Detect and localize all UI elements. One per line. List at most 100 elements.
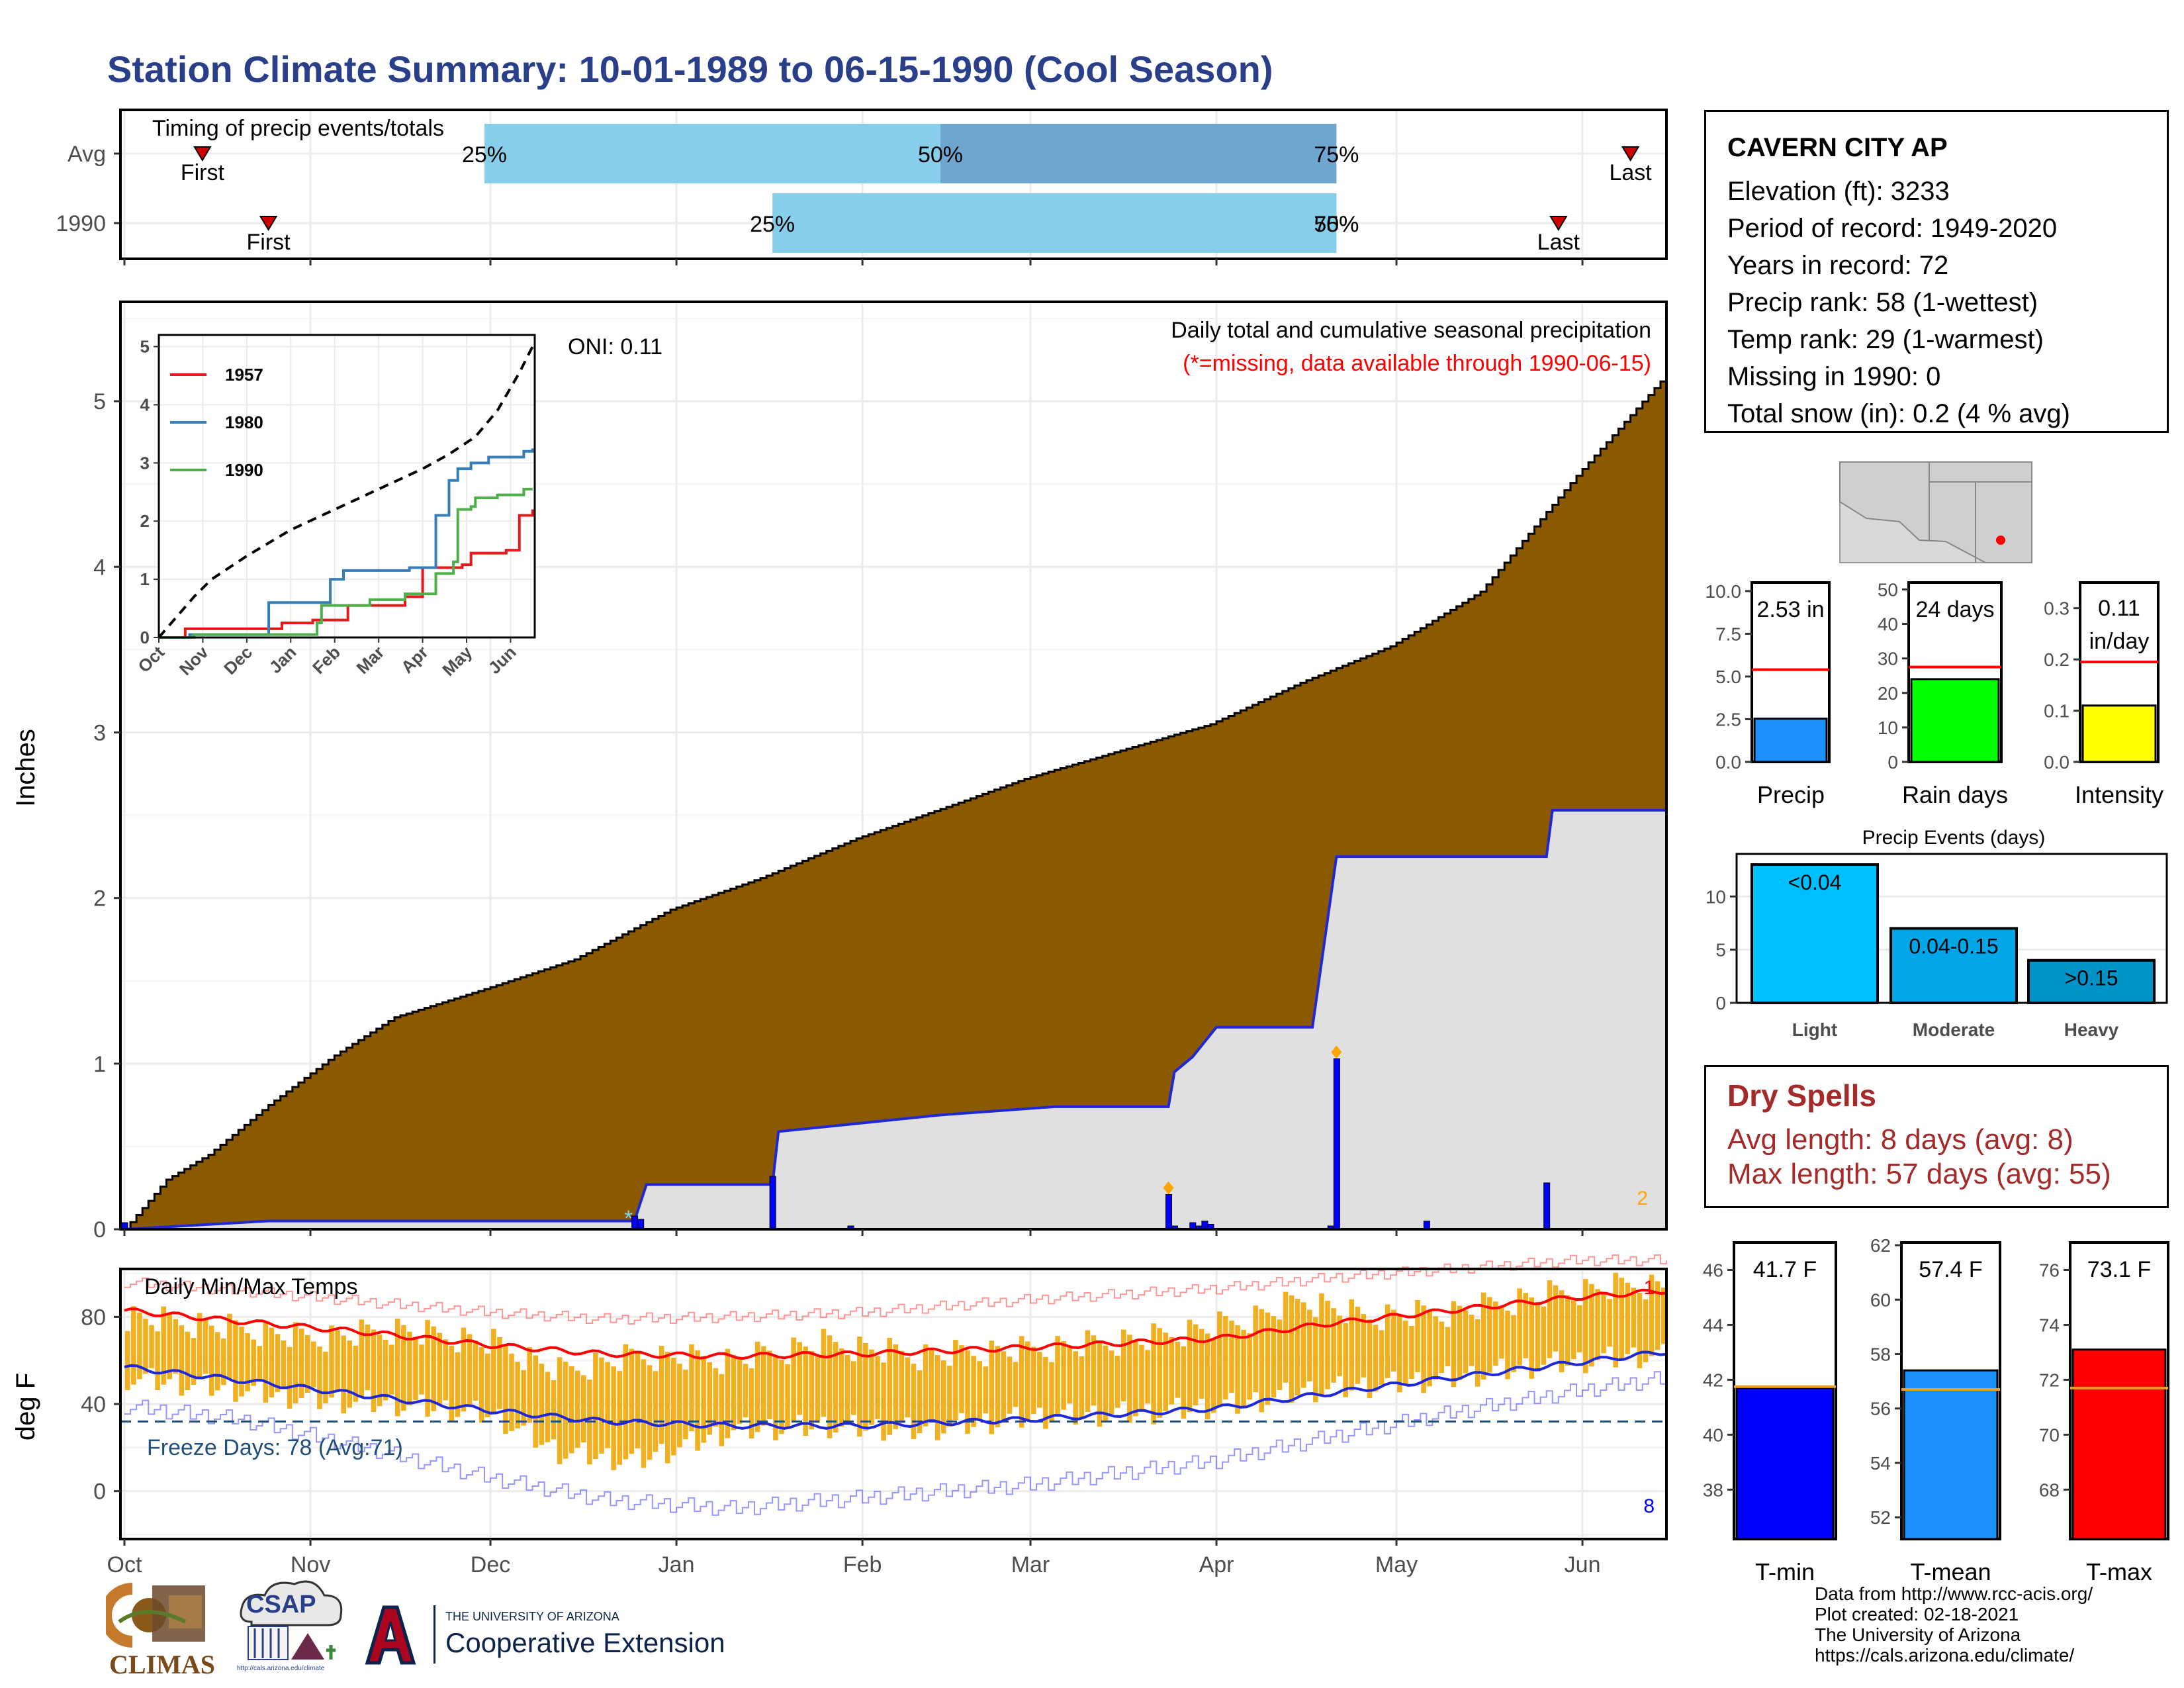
precip-panel-border: [119, 301, 1668, 1231]
temps-daily-bar: [725, 1348, 731, 1438]
precip-ytick-label: 2: [93, 886, 106, 912]
temps-daily-bar: [1163, 1333, 1169, 1411]
temps-daily-bar: [940, 1360, 946, 1434]
inset-series-1957: [159, 509, 534, 639]
temps-daily-bar: [917, 1370, 923, 1434]
month-xtick-label: Oct: [107, 1552, 142, 1577]
precip-ytick-label: 0: [93, 1217, 106, 1243]
temps-daily-bar: [1019, 1336, 1024, 1428]
temps-daily-bar: [1493, 1301, 1498, 1366]
temps-daily-bar: [311, 1341, 316, 1387]
temps-daily-bar: [1409, 1325, 1414, 1380]
precip-diamond-marker: [1163, 1181, 1174, 1195]
temps-daily-bar: [233, 1320, 238, 1402]
timing-label-25: 25%: [750, 212, 795, 237]
temps-daily-bar: [443, 1339, 449, 1401]
temps-daily-bar: [641, 1359, 647, 1468]
precip-total-title: Precip: [1757, 781, 1825, 808]
locator-map-states: [1839, 461, 2032, 563]
temps-daily-bar: [1511, 1315, 1516, 1372]
temps-freeze-label: Freeze Days: 78 (Avg:71): [147, 1435, 403, 1460]
events-bar-label: >0.15: [2065, 966, 2118, 990]
temps-daily-bar: [995, 1346, 1001, 1428]
temps-daily-bar: [785, 1364, 790, 1428]
temps-daily-bar: [1307, 1309, 1312, 1382]
timing-label-50: 50%: [1314, 212, 1359, 237]
events-title: Precip Events (days): [1862, 827, 2046, 849]
temps-daily-bar: [1030, 1346, 1036, 1415]
timing-label-50: 50%: [918, 142, 963, 167]
temps-daily-bar: [1415, 1300, 1420, 1372]
temps-daily-bar: [1559, 1290, 1565, 1373]
rain-days-ytick-label: 10: [1878, 718, 1898, 738]
temps-daily-bar: [1613, 1272, 1618, 1368]
temps-daily-bar: [671, 1358, 676, 1456]
temp-summary-tmean-ytick-label: 62: [1870, 1235, 1891, 1256]
month-xtick-label: Feb: [843, 1552, 882, 1577]
dry-spells-avg: Avg length: 8 days (avg: 8): [1727, 1123, 2073, 1156]
temps-daily-bar: [1283, 1291, 1289, 1383]
temps-daily-bar: [1241, 1329, 1246, 1407]
temps-daily-bar: [569, 1366, 574, 1454]
timing-label-75: 75%: [1314, 142, 1359, 167]
precip-obs-cumulative-line: [124, 809, 1666, 1231]
temps-daily-bar: [1115, 1356, 1120, 1408]
temp-summary-tmax-title: T-max: [2086, 1558, 2152, 1585]
precip-ytick-label: 5: [93, 389, 106, 414]
timing-last-label: Last: [1537, 230, 1580, 255]
temps-daily-bar: [401, 1325, 406, 1411]
temps-daily-bar: [1643, 1299, 1649, 1362]
inset-ytick-label: 5: [140, 337, 150, 357]
temps-daily-bar: [1355, 1306, 1361, 1384]
ua-a-logo: [365, 1605, 416, 1665]
temps-daily-bar: [1325, 1301, 1330, 1389]
temps-daily-bar: [257, 1346, 263, 1381]
temps-daily-bar: [1199, 1329, 1205, 1399]
temps-daily-bar: [515, 1362, 520, 1429]
temps-daily-bar: [1007, 1356, 1013, 1414]
precip-subtitle: (*=missing, data available through 1990-…: [1183, 351, 1651, 376]
credit-university: The University of Arizona: [1815, 1624, 2021, 1645]
precip-daily-bar: [1165, 1194, 1173, 1230]
temps-daily-bar: [767, 1350, 772, 1420]
dry-spells-max: Max length: 57 days (avg: 55): [1727, 1158, 2111, 1190]
temps-daily-bar: [1589, 1284, 1594, 1367]
inset-ytick-label: 0: [140, 628, 150, 647]
temps-daily-bar: [341, 1335, 346, 1414]
temps-daily-bar: [1139, 1344, 1144, 1410]
temps-daily-bar: [473, 1340, 478, 1401]
station-name: CAVERN CITY AP: [1727, 133, 1948, 162]
temp-summary-tmean-ytick-label: 60: [1870, 1289, 1891, 1310]
month-xtick-label: Jan: [659, 1552, 695, 1577]
temps-daily-bar: [239, 1327, 244, 1397]
temps-daily-bar: [965, 1350, 970, 1434]
temps-daily-bar: [605, 1362, 610, 1448]
temps-record-max-line: [124, 1254, 1667, 1325]
temps-daily-bar: [707, 1362, 712, 1435]
temps-daily-bar: [1535, 1301, 1541, 1372]
temps-daily-bar: [833, 1342, 839, 1432]
temps-daily-bar: [1595, 1289, 1600, 1360]
csap-logo-mark: [240, 1580, 343, 1660]
precip-obs-cumulative-area: [124, 810, 1666, 1229]
ua-divider: [433, 1605, 435, 1664]
temps-daily-bar: [491, 1329, 496, 1412]
rain-days-ytick-label: 0: [1888, 752, 1898, 773]
temp-summary-tmin-ytick-label: 42: [1703, 1370, 1723, 1390]
timing-last-label: Last: [1609, 160, 1652, 185]
temps-daily-bar: [521, 1370, 526, 1426]
temp-summary-tmin-ytick-label: 46: [1703, 1260, 1723, 1280]
temps-daily-bar: [527, 1347, 532, 1423]
station-location-dot: [1996, 536, 2005, 545]
temps-daily-bar: [298, 1329, 304, 1399]
temps-daily-bar: [467, 1334, 473, 1407]
temps-daily-bar: [1367, 1319, 1373, 1399]
temps-daily-bar: [629, 1348, 635, 1454]
temps-corner-bottom: 8: [1643, 1495, 1655, 1517]
inset-bg: [159, 335, 535, 637]
temps-daily-bar: [1379, 1330, 1385, 1385]
events-border: [1735, 853, 2168, 1004]
temps-daily-bar: [923, 1344, 929, 1427]
precip-daily-bar: [1333, 1058, 1340, 1230]
temp-summary-tmin-ytick-label: 38: [1703, 1479, 1723, 1500]
